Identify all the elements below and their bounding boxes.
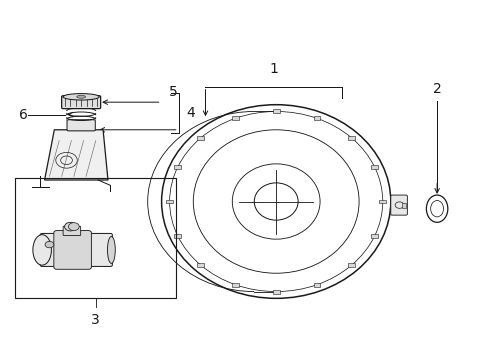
Text: 4: 4 xyxy=(185,106,194,120)
FancyBboxPatch shape xyxy=(370,234,377,238)
Text: 6: 6 xyxy=(19,108,28,122)
FancyBboxPatch shape xyxy=(231,116,238,120)
FancyBboxPatch shape xyxy=(347,263,354,267)
Ellipse shape xyxy=(33,235,51,265)
FancyBboxPatch shape xyxy=(313,283,320,287)
FancyBboxPatch shape xyxy=(197,263,204,267)
Polygon shape xyxy=(44,130,108,180)
Bar xyxy=(401,203,405,208)
FancyBboxPatch shape xyxy=(174,165,181,169)
FancyBboxPatch shape xyxy=(40,233,112,266)
Text: 1: 1 xyxy=(269,62,278,76)
FancyBboxPatch shape xyxy=(174,234,181,238)
Circle shape xyxy=(64,222,76,231)
FancyBboxPatch shape xyxy=(313,116,320,120)
FancyBboxPatch shape xyxy=(379,199,386,203)
FancyBboxPatch shape xyxy=(272,109,279,113)
FancyBboxPatch shape xyxy=(197,136,204,140)
FancyBboxPatch shape xyxy=(272,289,279,293)
Text: 5: 5 xyxy=(168,85,177,99)
FancyBboxPatch shape xyxy=(231,283,238,287)
Ellipse shape xyxy=(63,94,99,100)
FancyBboxPatch shape xyxy=(54,230,91,269)
Circle shape xyxy=(68,223,79,230)
FancyBboxPatch shape xyxy=(347,136,354,140)
FancyBboxPatch shape xyxy=(61,96,101,109)
FancyBboxPatch shape xyxy=(63,226,81,235)
Bar xyxy=(15,178,176,298)
Text: 3: 3 xyxy=(91,313,100,327)
FancyBboxPatch shape xyxy=(370,165,377,169)
Circle shape xyxy=(45,241,54,248)
FancyBboxPatch shape xyxy=(390,195,407,215)
FancyBboxPatch shape xyxy=(166,199,173,203)
Text: 2: 2 xyxy=(432,82,441,96)
Ellipse shape xyxy=(66,224,78,228)
Ellipse shape xyxy=(107,237,115,264)
FancyBboxPatch shape xyxy=(67,120,95,131)
Ellipse shape xyxy=(77,95,85,98)
